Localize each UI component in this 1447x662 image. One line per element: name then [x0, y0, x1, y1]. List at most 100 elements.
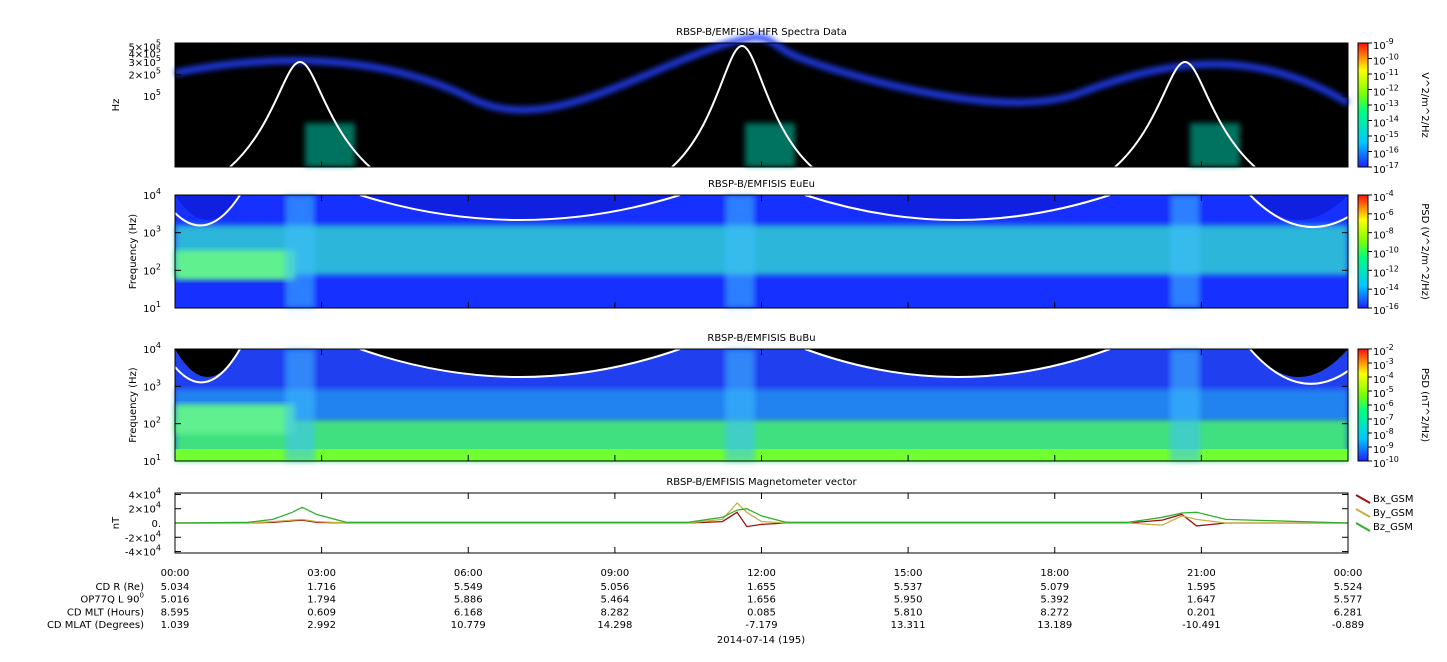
- cutoff-curve: [804, 348, 1111, 378]
- legend-label: Bz_GSM: [1373, 522, 1413, 533]
- ephemeris-value: 10.779: [451, 620, 486, 631]
- colorbar-tick-label-exp: -7: [1386, 413, 1394, 422]
- legend-label: By_GSM: [1373, 508, 1414, 519]
- ephemeris-value: 0.609: [307, 607, 336, 618]
- y-tick-label: 105: [143, 88, 161, 104]
- y-axis-label: Frequency (Hz): [128, 367, 139, 443]
- y-tick-label: 104: [143, 187, 161, 203]
- ephemeris-value: -0.889: [1332, 620, 1364, 631]
- ephemeris-value: 5.524: [1334, 582, 1363, 593]
- emission: [285, 195, 315, 308]
- emission: [725, 349, 755, 461]
- y-tick-label: 4×104: [128, 486, 161, 502]
- cutoff-curve: [174, 194, 241, 227]
- colorbar-tick-label: 10-15: [1373, 130, 1399, 146]
- ephemeris-value: 5.810: [894, 607, 923, 618]
- colorbar-tick-label-exp: -10: [1386, 455, 1399, 464]
- ephemeris-value: 8.272: [1040, 607, 1069, 618]
- x-tick-label: 12:00: [747, 568, 776, 579]
- y-tick-label-exp: 5: [156, 38, 161, 47]
- ephemeris-value: 6.168: [454, 607, 483, 618]
- cutoff-region: [1250, 349, 1348, 377]
- y-tick-label-base: 10: [143, 304, 156, 315]
- colorbar-tick-label-base: 10: [1373, 361, 1386, 372]
- y-tick-label-base: 10: [143, 229, 156, 240]
- ephemeris-value: 1.595: [1187, 582, 1216, 593]
- colorbar-tick-label: 10-9: [1373, 37, 1394, 53]
- ephemeris-value: 5.464: [601, 595, 630, 606]
- plot-frame: [174, 42, 1349, 168]
- spectrogram: [174, 348, 1349, 461]
- y-tick-label-exp: 4: [156, 543, 161, 552]
- emission: [1170, 195, 1200, 308]
- plot-frame: [174, 194, 1349, 309]
- colorbar-tick-label-exp: -6: [1386, 207, 1394, 216]
- colorbar-tick-label: 10-14: [1373, 283, 1399, 299]
- colorbar-tick-label-base: 10: [1373, 88, 1386, 99]
- colorbar-tick-label: 10-12: [1373, 264, 1399, 280]
- plasma-line: [174, 34, 1350, 113]
- colorbar-tick-label-exp: -5: [1386, 385, 1394, 394]
- colorbar-tick-label-base: 10: [1373, 375, 1386, 386]
- legend-swatch: [1355, 508, 1371, 518]
- y-tick-label-base: 10: [143, 266, 156, 277]
- ephemeris-value: -10.491: [1182, 620, 1221, 631]
- cutoff-curve: [1249, 348, 1349, 385]
- ephemeris-value: 5.079: [1040, 582, 1069, 593]
- colorbar-tick-label: 10-10: [1373, 245, 1399, 261]
- ephemeris-value: 1.794: [307, 595, 336, 606]
- y-tick-label-base: 10: [143, 191, 156, 202]
- ephemeris-name-sup: 0: [140, 592, 144, 600]
- cutoff-curve: [359, 348, 681, 378]
- x-tick-label: 21:00: [1187, 568, 1216, 579]
- emission: [745, 123, 795, 167]
- colorbar-tick-label-exp: -3: [1386, 357, 1394, 366]
- ephemeris-value: 0.085: [747, 607, 776, 618]
- cutoff-curve: [1249, 194, 1349, 229]
- y-tick-label-exp: 4: [156, 341, 161, 350]
- colorbar-tick-label: 10-4: [1373, 189, 1394, 205]
- y-tick-label: 2×104: [128, 500, 161, 516]
- colorbar: [1357, 194, 1369, 309]
- colorbar-tick-label-exp: -12: [1386, 264, 1399, 273]
- colorbar-tick-label-base: 10: [1373, 231, 1386, 242]
- y-tick-label-base: 3×10: [128, 58, 155, 69]
- colorbar-tick-label-exp: -10: [1386, 245, 1399, 254]
- spectrogram: [174, 34, 1350, 168]
- colorbar-tick-label-exp: -16: [1386, 145, 1399, 154]
- x-tick-label: 15:00: [894, 568, 923, 579]
- ephemeris-value: 14.298: [597, 620, 632, 631]
- colorbar: [1357, 42, 1369, 168]
- plot-frame: [174, 348, 1349, 462]
- colorbar-tick-label-base: 10: [1373, 417, 1386, 428]
- y-tick-label-exp: 3: [156, 224, 161, 233]
- y-tick-label-base: 4×10: [128, 49, 155, 60]
- ephemeris-value: 5.537: [894, 582, 923, 593]
- colorbar-tick-label-exp: -15: [1386, 130, 1399, 139]
- y-tick-label-base: 10: [143, 420, 156, 431]
- ephemeris-value: 8.595: [161, 607, 190, 618]
- ephemeris-value: 5.549: [454, 582, 483, 593]
- ephemeris-value: -7.179: [745, 620, 777, 631]
- colorbar-tick-label-base: 10: [1373, 445, 1386, 456]
- y-tick-label-exp: 5: [156, 45, 161, 54]
- colorbar-label: PSD (nT^2/Hz): [1419, 368, 1430, 442]
- band: [175, 389, 1348, 419]
- ephemeris-value: 5.016: [161, 595, 190, 606]
- ephemeris-name-text: CD R (Re): [96, 582, 145, 593]
- y-tick-label: 101: [143, 453, 161, 469]
- colorbar: [1357, 348, 1369, 462]
- cutoff-curve: [174, 348, 241, 384]
- emission: [1190, 123, 1240, 167]
- colorbar-tick-label: 10-16: [1373, 145, 1399, 161]
- colorbar-tick-label: 10-16: [1373, 302, 1399, 318]
- colorbar-label: V^2/m^2/Hz: [1419, 72, 1430, 138]
- y-tick-label-exp: 2: [156, 415, 161, 424]
- colorbar-tick-label: 10-3: [1373, 357, 1394, 373]
- x-tick-label: 03:00: [307, 568, 336, 579]
- y-tick-label-exp: 4: [156, 187, 161, 196]
- ephemeris-value: 1.039: [161, 620, 190, 631]
- y-tick-label: 102: [143, 415, 161, 431]
- colorbar-tick-label-exp: -16: [1386, 302, 1399, 311]
- colorbar-tick-label-exp: -8: [1386, 226, 1394, 235]
